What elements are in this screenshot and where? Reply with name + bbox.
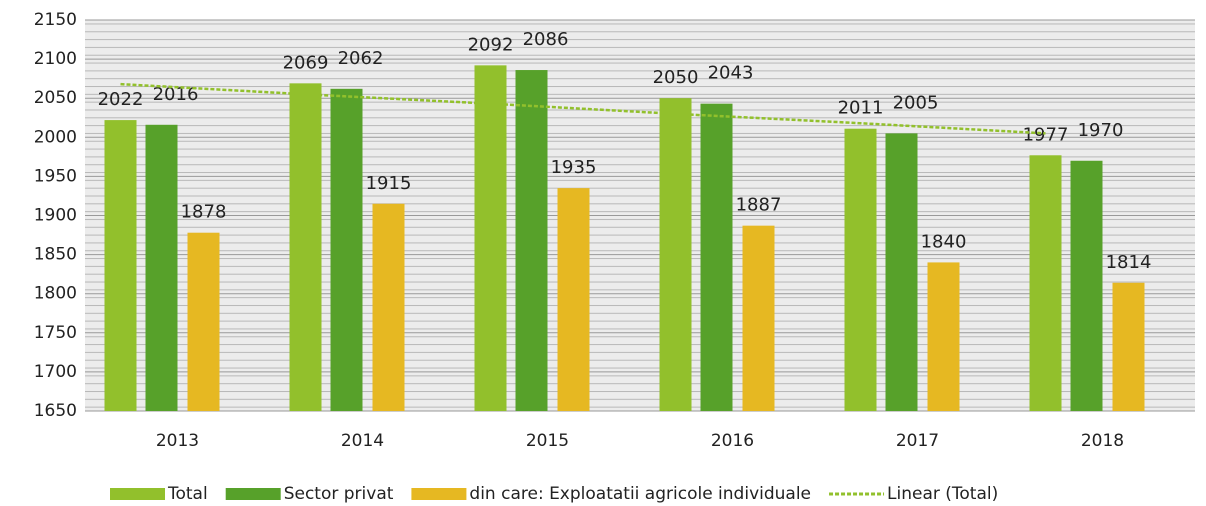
data-label: 1887 xyxy=(736,195,782,216)
bar xyxy=(1029,155,1062,411)
data-label: 1915 xyxy=(366,173,412,194)
bar xyxy=(659,98,692,411)
y-tick-label: 1650 xyxy=(34,401,77,421)
y-tick-label: 1800 xyxy=(34,284,77,304)
y-tick-label: 1700 xyxy=(34,362,77,382)
bar xyxy=(885,133,918,411)
bar xyxy=(474,65,507,411)
bar xyxy=(372,203,405,411)
bar xyxy=(145,124,178,412)
y-tick-label: 1950 xyxy=(34,166,77,186)
bar xyxy=(1070,160,1103,411)
legend-swatch xyxy=(225,488,281,500)
x-tick-label: 2018 xyxy=(1081,431,1124,451)
data-label: 1814 xyxy=(1106,252,1152,273)
data-label: 1977 xyxy=(1023,124,1069,145)
bar xyxy=(557,188,590,411)
x-tick-label: 2013 xyxy=(156,431,199,451)
data-label: 1970 xyxy=(1078,120,1124,141)
data-label: 2016 xyxy=(153,84,199,105)
bar xyxy=(742,225,775,411)
y-tick-label: 2150 xyxy=(34,10,77,30)
x-tick-label: 2014 xyxy=(341,431,384,451)
data-label: 2011 xyxy=(838,98,884,119)
bar xyxy=(515,70,548,411)
y-tick-label: 2000 xyxy=(34,127,77,147)
data-label: 1935 xyxy=(551,157,597,178)
data-label: 2022 xyxy=(98,89,144,110)
x-tick-label: 2016 xyxy=(711,431,754,451)
y-tick-label: 1900 xyxy=(34,206,77,226)
data-label: 2005 xyxy=(893,92,939,113)
bar xyxy=(104,120,137,411)
x-tick-label: 2015 xyxy=(526,431,569,451)
bar xyxy=(187,232,220,411)
data-label: 1878 xyxy=(181,202,227,223)
bar xyxy=(927,262,960,411)
data-label: 2092 xyxy=(468,34,514,55)
data-label: 2043 xyxy=(708,63,754,84)
legend-swatch xyxy=(411,488,467,500)
y-tick-label: 2100 xyxy=(34,49,77,69)
data-label: 2062 xyxy=(338,48,384,69)
data-label: 2050 xyxy=(653,67,699,88)
y-tick-label: 1750 xyxy=(34,323,77,343)
bar xyxy=(330,88,363,411)
legend-label: Total xyxy=(167,484,208,504)
legend-swatch xyxy=(110,488,165,500)
bar xyxy=(700,103,733,411)
bar xyxy=(844,128,877,411)
bar xyxy=(1112,282,1145,411)
data-label: 2086 xyxy=(523,29,569,50)
y-tick-label: 2050 xyxy=(34,88,77,108)
trendline xyxy=(120,82,1046,135)
legend-label: Sector privat xyxy=(284,484,394,504)
data-label: 1840 xyxy=(921,231,967,252)
data-label: 2069 xyxy=(283,52,329,73)
legend-label: Linear (Total) xyxy=(887,484,998,504)
bar xyxy=(289,83,322,411)
x-tick-label: 2017 xyxy=(896,431,939,451)
y-tick-label: 1850 xyxy=(34,245,77,265)
legend-label: din care: Exploatatii agricole individua… xyxy=(469,484,811,504)
